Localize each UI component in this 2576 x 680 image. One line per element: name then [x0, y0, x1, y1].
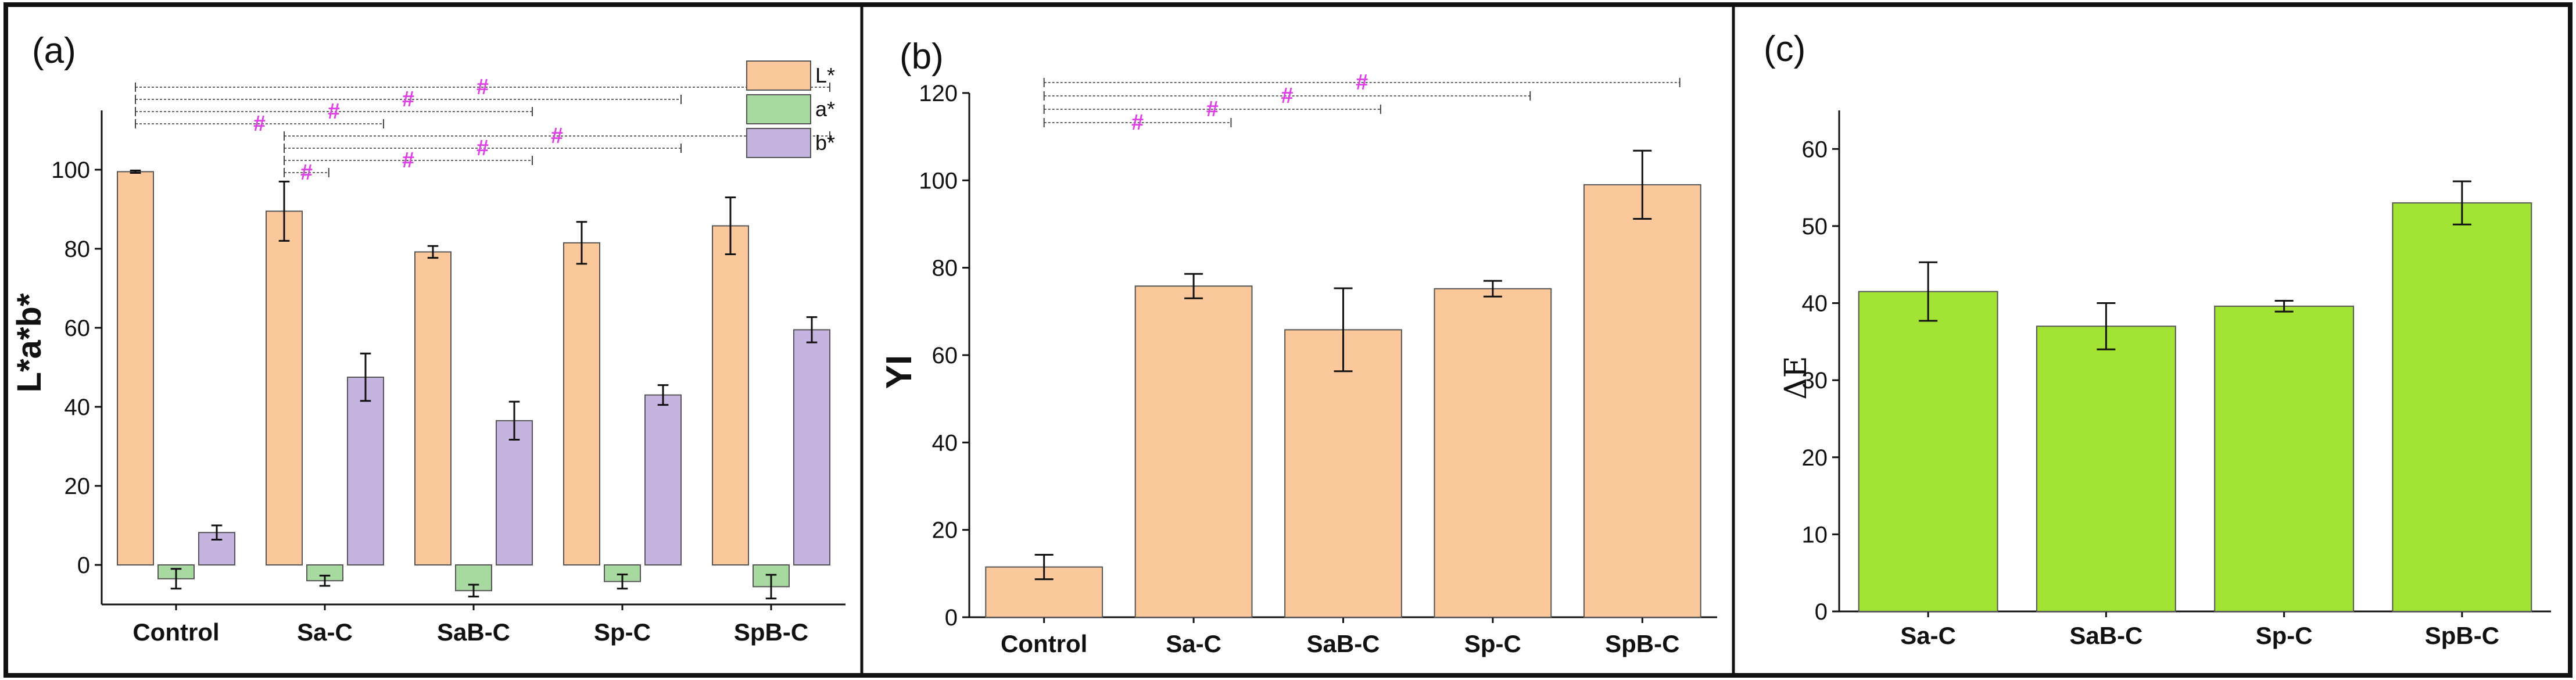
panel-b-category-label: Sp-C — [1464, 630, 1521, 657]
panel-a-ytick-label: 60 — [65, 316, 91, 341]
panel-b: (b) YI 0 20 40 60 80 100 120 Control Sa-C SaB-C Sp… — [879, 37, 1717, 657]
panel-c-ytick-label: 20 — [1802, 445, 1828, 471]
panel-c-ytick-label: 60 — [1802, 137, 1828, 162]
panel-a-category-label: Sa-C — [297, 618, 353, 646]
panel-b-category-label: SpB-C — [1605, 630, 1679, 657]
panel-a-sig-mark: # — [402, 87, 414, 112]
panel-c-ytick-label: 50 — [1802, 214, 1828, 239]
panel-c-ytick-label: 40 — [1802, 291, 1828, 317]
panel-a-sig-mark: # — [253, 112, 266, 136]
panel-c-bar-E-SpB-C — [2392, 202, 2532, 612]
panel-a-sig-mark: # — [551, 124, 563, 148]
panel-b-category-label: Sa-C — [1166, 630, 1221, 657]
panel-c-category-label: SpB-C — [2425, 622, 2499, 649]
panel-c-plot: 0 10 20 30 40 50 60 Sa-C SaB-C Sp-C SpB-C — [1802, 110, 2551, 649]
panel-a-label: (a) — [32, 31, 76, 71]
panel-b-bar-YI-SpB-C — [1583, 184, 1701, 618]
panel-a-bar-L-SaB-C — [414, 251, 452, 566]
legend-label-L: L* — [815, 63, 835, 87]
panel-c-bar-E-Sa-C — [1858, 291, 1998, 612]
panel-a-bar-L-Sp-C — [563, 242, 600, 566]
panel-c-ylabel: ΔE — [1779, 356, 1814, 400]
panel-c-category-label: SaB-C — [2069, 622, 2143, 649]
panel-b-bar-YI-Sa-C — [1134, 285, 1253, 618]
figure-frame — [3, 2, 2573, 678]
panel-b-ytick-label: 60 — [932, 343, 958, 368]
panel-c: (c) ΔE 0 10 20 30 40 50 60 Sa-C SaB-C Sp-C SpB-C — [1764, 29, 2551, 649]
panel-a-plot: 0 20 40 60 80 100 Control Sa-C SaB-C Sp-C SpB-C # # #… — [51, 75, 845, 646]
panel-b-ytick-label: 120 — [919, 81, 958, 106]
panel-a-sig-mark: # — [402, 148, 414, 173]
panel-b-category-label: SaB-C — [1306, 630, 1380, 657]
panel-b-sig-mark: # — [1356, 70, 1368, 95]
panel-b-sig-mark: # — [1131, 110, 1144, 135]
panel-a-category-label: Control — [132, 618, 219, 646]
panel-c-ytick-label: 10 — [1802, 522, 1828, 547]
panel-b-ytick-label: 0 — [945, 605, 958, 631]
legend-swatch-b — [746, 128, 811, 158]
panel-b-bar-YI-Sp-C — [1434, 288, 1552, 618]
panel-b-ytick-label: 80 — [932, 256, 958, 281]
panel-a-bar-b-Sa-C — [347, 377, 384, 566]
panel-a-bar-b-Sp-C — [644, 394, 682, 566]
panel-c-category-label: Sa-C — [1900, 622, 1956, 649]
panel-a-bar-b-SaB-C — [496, 420, 533, 566]
legend-swatch-a — [746, 94, 811, 124]
panel-a-legend: L* a* b* — [746, 60, 835, 158]
panel-a-category-label: SpB-C — [734, 618, 808, 646]
panel-a-sig-mark: # — [300, 160, 313, 185]
panel-b-category-label: Control — [1001, 630, 1087, 657]
panel-b-ylabel: YI — [879, 355, 919, 389]
panel-b-plot: 0 20 40 60 80 100 120 Control Sa-C SaB-C Sp-C SpB-C… — [919, 70, 1717, 657]
panel-a-sig-mark: # — [328, 99, 340, 124]
legend-swatch-L — [746, 60, 811, 91]
legend-label-a: a* — [815, 97, 835, 121]
panel-c-ytick-label: 0 — [1815, 599, 1828, 625]
panel-a-ytick-label: 80 — [65, 237, 91, 262]
panel-b-ytick-label: 40 — [932, 430, 958, 456]
panel-b-label: (b) — [900, 37, 944, 77]
panel-c-bar-E-Sp-C — [2214, 305, 2355, 612]
panel-c-category-label: Sp-C — [2256, 622, 2313, 649]
panel-a-ytick-label: 0 — [77, 553, 90, 578]
panel-a-ytick-label: 20 — [65, 474, 91, 499]
panel-a-ytick-label: 40 — [65, 395, 91, 420]
panel-b-sig-mark: # — [1281, 84, 1293, 108]
panel-a-bar-b-SpB-C — [793, 329, 830, 566]
panel-a-ylabel: L*a*b* — [10, 293, 48, 392]
panel-a-bar-L-Control — [117, 171, 154, 566]
panel-a-bar-L-Sa-C — [266, 210, 303, 566]
panel-b-bar-YI-SaB-C — [1284, 329, 1402, 618]
panel-c-bar-E-SaB-C — [2036, 325, 2176, 612]
legend-label-b: b* — [815, 131, 835, 155]
panel-b-ytick-label: 100 — [919, 168, 958, 194]
panel-a-category-label: Sp-C — [594, 618, 651, 646]
panel-b-sig-mark: # — [1206, 97, 1219, 121]
panel-a-sig-mark: # — [476, 75, 489, 99]
panel-b-ytick-label: 20 — [932, 518, 958, 543]
panel-a-ytick-label: 100 — [51, 158, 90, 183]
panel-a-bar-L-SpB-C — [712, 225, 749, 566]
panel-a-category-label: SaB-C — [437, 618, 510, 646]
panel-c-ytick-label: 30 — [1802, 368, 1828, 393]
panel-c-label: (c) — [1764, 29, 1805, 69]
panel-a-sig-mark: # — [476, 136, 489, 160]
